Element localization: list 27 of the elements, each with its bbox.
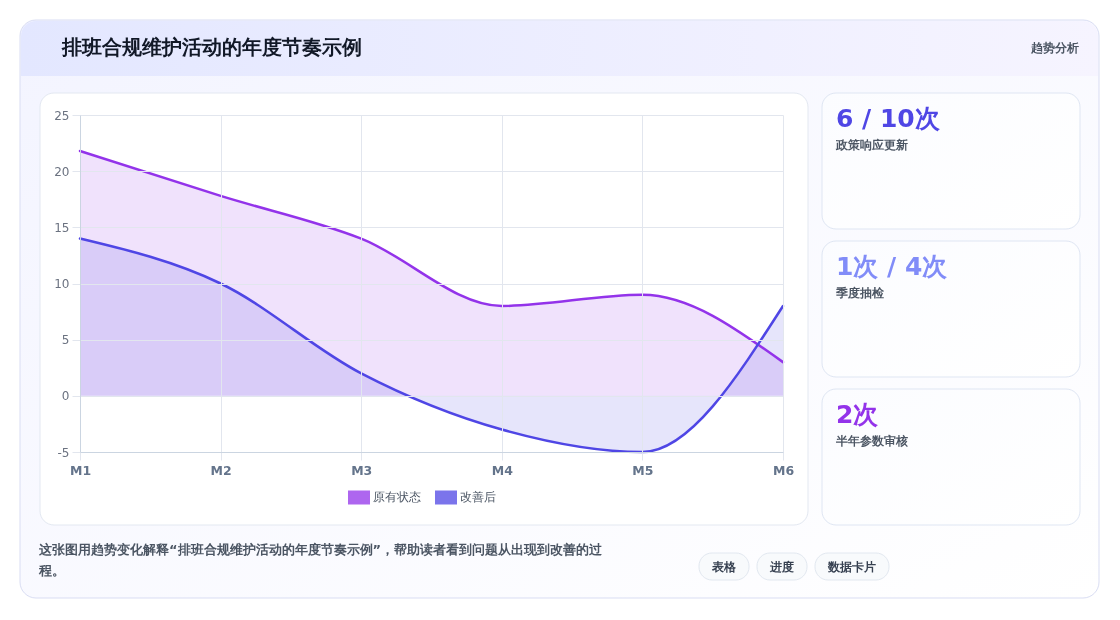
y-tick-label: 25 [54, 108, 70, 123]
text: 表格 [711, 559, 737, 574]
y-tick-label: -5 [57, 445, 70, 460]
text: 进度 [769, 559, 794, 574]
y-tick-label: 10 [54, 277, 70, 291]
x-tick-label: M1 [69, 462, 92, 478]
y-tick-label: 0 [61, 389, 70, 404]
x-tick-label: M2 [210, 462, 232, 478]
legend-label: 改善后 [460, 490, 496, 505]
y-tick-label: 5 [61, 333, 70, 348]
text: 6 / 10次 [836, 104, 941, 133]
y-tick-label: 20 [54, 164, 70, 179]
text: 2次 [836, 400, 880, 429]
y-tick-label: 15 [54, 220, 70, 235]
x-tick-label: M4 [491, 462, 514, 478]
text: 半年参数审核 [835, 434, 908, 448]
text: 1次 / 4次 [836, 252, 949, 281]
legend-label: 原有状态 [373, 490, 421, 505]
x-tick-label: M3 [351, 462, 373, 478]
x-tick-label: M5 [632, 462, 654, 478]
text: 政策响应更新 [835, 138, 908, 152]
chart-title: 排班合规维护活动的年度节奏示例 [61, 35, 362, 59]
text: 这张图用趋势变化解释“排班合规维护活动的年度节奏示例”，帮助读者看到问题从出现到改善的过程。 [38, 542, 604, 578]
text: 趋势分析 [1030, 41, 1079, 55]
x-tick-label: M6 [772, 462, 795, 478]
text: 数据卡片 [827, 559, 876, 574]
text: 季度抽检 [835, 286, 885, 300]
